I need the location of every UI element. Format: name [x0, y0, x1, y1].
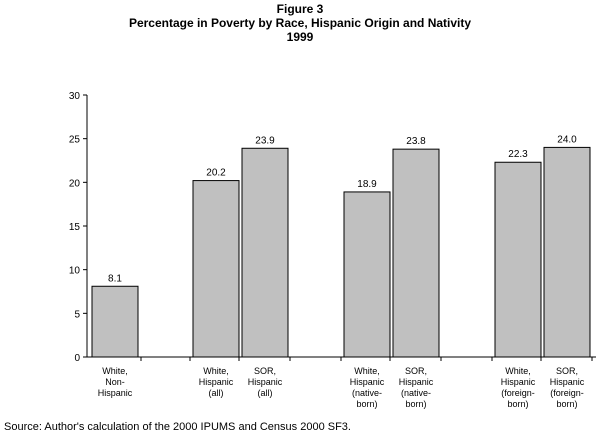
x-tick-label: SOR, Hispanic (native-born): [399, 366, 434, 409]
bar-value-label: 23.9: [255, 135, 275, 146]
y-tick-label: 25: [69, 135, 81, 146]
bar-value-label: 8.1: [108, 273, 122, 284]
bar: [392, 148, 440, 358]
title-block: Figure 3 Percentage in Poverty by Race, …: [0, 2, 600, 44]
bar: [343, 191, 391, 358]
x-tick-label: White, Hispanic (native-born): [350, 366, 385, 409]
y-tick-label: 5: [74, 309, 80, 320]
bar: [241, 147, 289, 358]
y-tick-label: 15: [69, 222, 81, 233]
bar-value-label: 20.2: [206, 168, 226, 179]
x-tick-label: White, Non-Hispanic: [98, 366, 133, 398]
x-tick-label: White, Hispanic (foreign-born): [501, 366, 536, 409]
x-tick-label: SOR, Hispanic (foreign-born): [550, 366, 585, 409]
bar: [91, 285, 139, 358]
bar-chart: 0 5 10 15 20 25 30 8.1 White, Non-Hispanic 20.2 Whi…: [69, 91, 596, 409]
x-tick-label: SOR, Hispanic (all): [248, 366, 283, 398]
bar-value-label: 24.0: [557, 134, 577, 145]
y-tick-label: 10: [69, 266, 81, 277]
bar-value-label: 22.3: [508, 149, 528, 160]
source-note: Source: Author's calculation of the 2000…: [4, 421, 351, 433]
y-tick-label: 30: [69, 91, 81, 102]
y-tick-label: 20: [69, 178, 81, 189]
bar-value-label: 18.9: [357, 179, 377, 190]
bar: [494, 161, 542, 358]
x-tick-label: White, Hispanic (all): [199, 366, 234, 398]
bar: [192, 180, 240, 358]
chart-subtitle: 1999: [286, 30, 314, 44]
chart-title: Percentage in Poverty by Race, Hispanic …: [128, 16, 472, 30]
figure-label: Figure 3: [276, 2, 324, 16]
bar-value-label: 23.8: [406, 136, 426, 147]
y-tick-label: 0: [74, 353, 80, 364]
bar: [543, 146, 591, 358]
